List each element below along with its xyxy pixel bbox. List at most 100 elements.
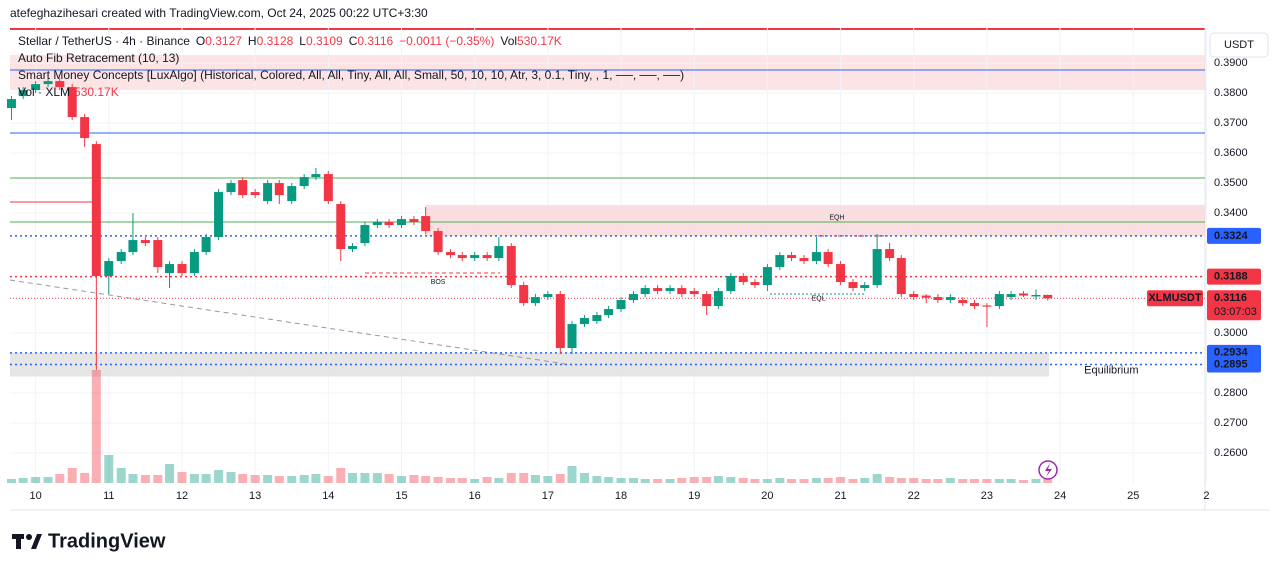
- candle-body: [640, 288, 650, 295]
- candle-body: [482, 255, 492, 259]
- volume-bar: [567, 466, 577, 483]
- volume-bar: [347, 473, 357, 483]
- volume-bar: [677, 478, 687, 483]
- volume-bar: [384, 474, 394, 483]
- volume-bar: [811, 478, 821, 483]
- volume-value: 530.17K: [74, 85, 119, 99]
- volume-bar: [885, 477, 895, 483]
- volume-bar: [299, 475, 309, 483]
- indicator: Auto Fib Retracement (10, 13): [18, 51, 179, 65]
- countdown: 03:07:03: [1214, 306, 1257, 318]
- volume-bar: [958, 479, 968, 483]
- candle-body: [457, 255, 467, 259]
- volume-bar: [116, 468, 126, 483]
- candle-body: [506, 246, 516, 286]
- volume-bar: [969, 479, 979, 483]
- candle-body: [1019, 293, 1029, 296]
- zone: [10, 352, 1050, 377]
- price-label: 0.2895: [1214, 358, 1248, 370]
- volume-bar: [360, 473, 370, 483]
- candle-body: [1031, 294, 1041, 297]
- candle-body: [336, 204, 346, 250]
- candle-body: [165, 264, 175, 274]
- candle-body: [274, 183, 284, 196]
- volume-bar: [592, 476, 602, 483]
- volume-bar: [787, 479, 797, 483]
- candle-body: [323, 174, 333, 202]
- candle-body: [836, 264, 846, 283]
- candle-body: [592, 315, 602, 322]
- candle-body: [762, 267, 772, 286]
- symbol-tag: XLMUSDT: [1148, 292, 1201, 304]
- volume-bar: [226, 472, 236, 483]
- volume-bar: [640, 479, 650, 483]
- price-label-box: [1207, 268, 1261, 285]
- candle-body: [91, 144, 101, 277]
- candle-body: [397, 219, 407, 226]
- ohlc-key: H: [248, 34, 257, 48]
- volume-bar: [933, 479, 943, 483]
- candle-body: [872, 249, 882, 286]
- volume-bar: [31, 477, 41, 483]
- volume-bar: [457, 478, 467, 483]
- price-label: 0.3116: [1214, 292, 1247, 304]
- volume-bar: [1006, 479, 1016, 483]
- legend-line: Stellar / TetherUS · 4h · Binance O0.3127…: [18, 34, 562, 48]
- currency-button[interactable]: [1209, 32, 1269, 58]
- candle-body: [153, 240, 163, 268]
- currency[interactable]: USDT: [1224, 39, 1254, 51]
- candle-body: [55, 81, 65, 88]
- volume-bar: [738, 478, 748, 483]
- y-tick-label: 0.3900: [1214, 57, 1248, 69]
- y-tick-label: 0.2700: [1214, 417, 1248, 429]
- x-tick-label: 10: [29, 490, 41, 502]
- volume-bar: [201, 474, 211, 483]
- volume-bar: [323, 476, 333, 483]
- volume-bar: [446, 478, 456, 483]
- volume-bar: [287, 476, 297, 483]
- ohlc-value: 0.3116: [357, 34, 393, 48]
- volume-bar: [43, 477, 53, 483]
- candle-body: [530, 297, 540, 304]
- candle-body: [128, 240, 138, 253]
- volume-bar: [18, 478, 28, 483]
- volume-bar: [945, 478, 955, 483]
- annotation: EQL: [812, 295, 826, 302]
- volume-bar: [799, 479, 809, 483]
- candle-body: [6, 99, 16, 109]
- candle-body: [421, 216, 431, 232]
- candle-body: [263, 183, 273, 202]
- y-tick-label: 0.2600: [1214, 447, 1248, 459]
- volume-key: Vol · XLM: [18, 85, 70, 99]
- plot: EQH BOS EQL Equilibrium: [6, 28, 1207, 483]
- candle-body: [726, 276, 736, 292]
- volume-bar: [153, 475, 163, 483]
- volume-bar: [311, 474, 321, 483]
- candle-body: [299, 177, 309, 187]
- volume-bar: [762, 479, 772, 483]
- price-label-box: [1207, 290, 1261, 321]
- volume-bar: [702, 477, 712, 483]
- candle-body: [860, 285, 870, 289]
- price-label-box: [1207, 227, 1261, 244]
- vol-key: Vol: [500, 34, 517, 48]
- volume-bar: [726, 477, 736, 483]
- volume-bar: [397, 476, 407, 483]
- candle-body: [43, 81, 53, 85]
- volume-bar: [274, 476, 284, 483]
- x-tick-label: 24: [1054, 490, 1066, 502]
- volume-bar: [6, 479, 16, 483]
- volume-bar: [653, 479, 663, 483]
- candle-body: [31, 84, 41, 91]
- symbol: Stellar / TetherUS · 4h · Binance: [18, 34, 190, 48]
- volume-bar: [909, 478, 919, 483]
- x-tick-label: 20: [761, 490, 773, 502]
- volume-bar: [1019, 480, 1029, 483]
- y-tick-label: 0.2800: [1214, 387, 1248, 399]
- candle-body: [494, 246, 504, 259]
- y-tick-label: 0.3500: [1214, 177, 1248, 189]
- candle-body: [287, 186, 297, 202]
- ohlc-value: 0.3128: [257, 34, 294, 48]
- candle-body: [555, 294, 565, 349]
